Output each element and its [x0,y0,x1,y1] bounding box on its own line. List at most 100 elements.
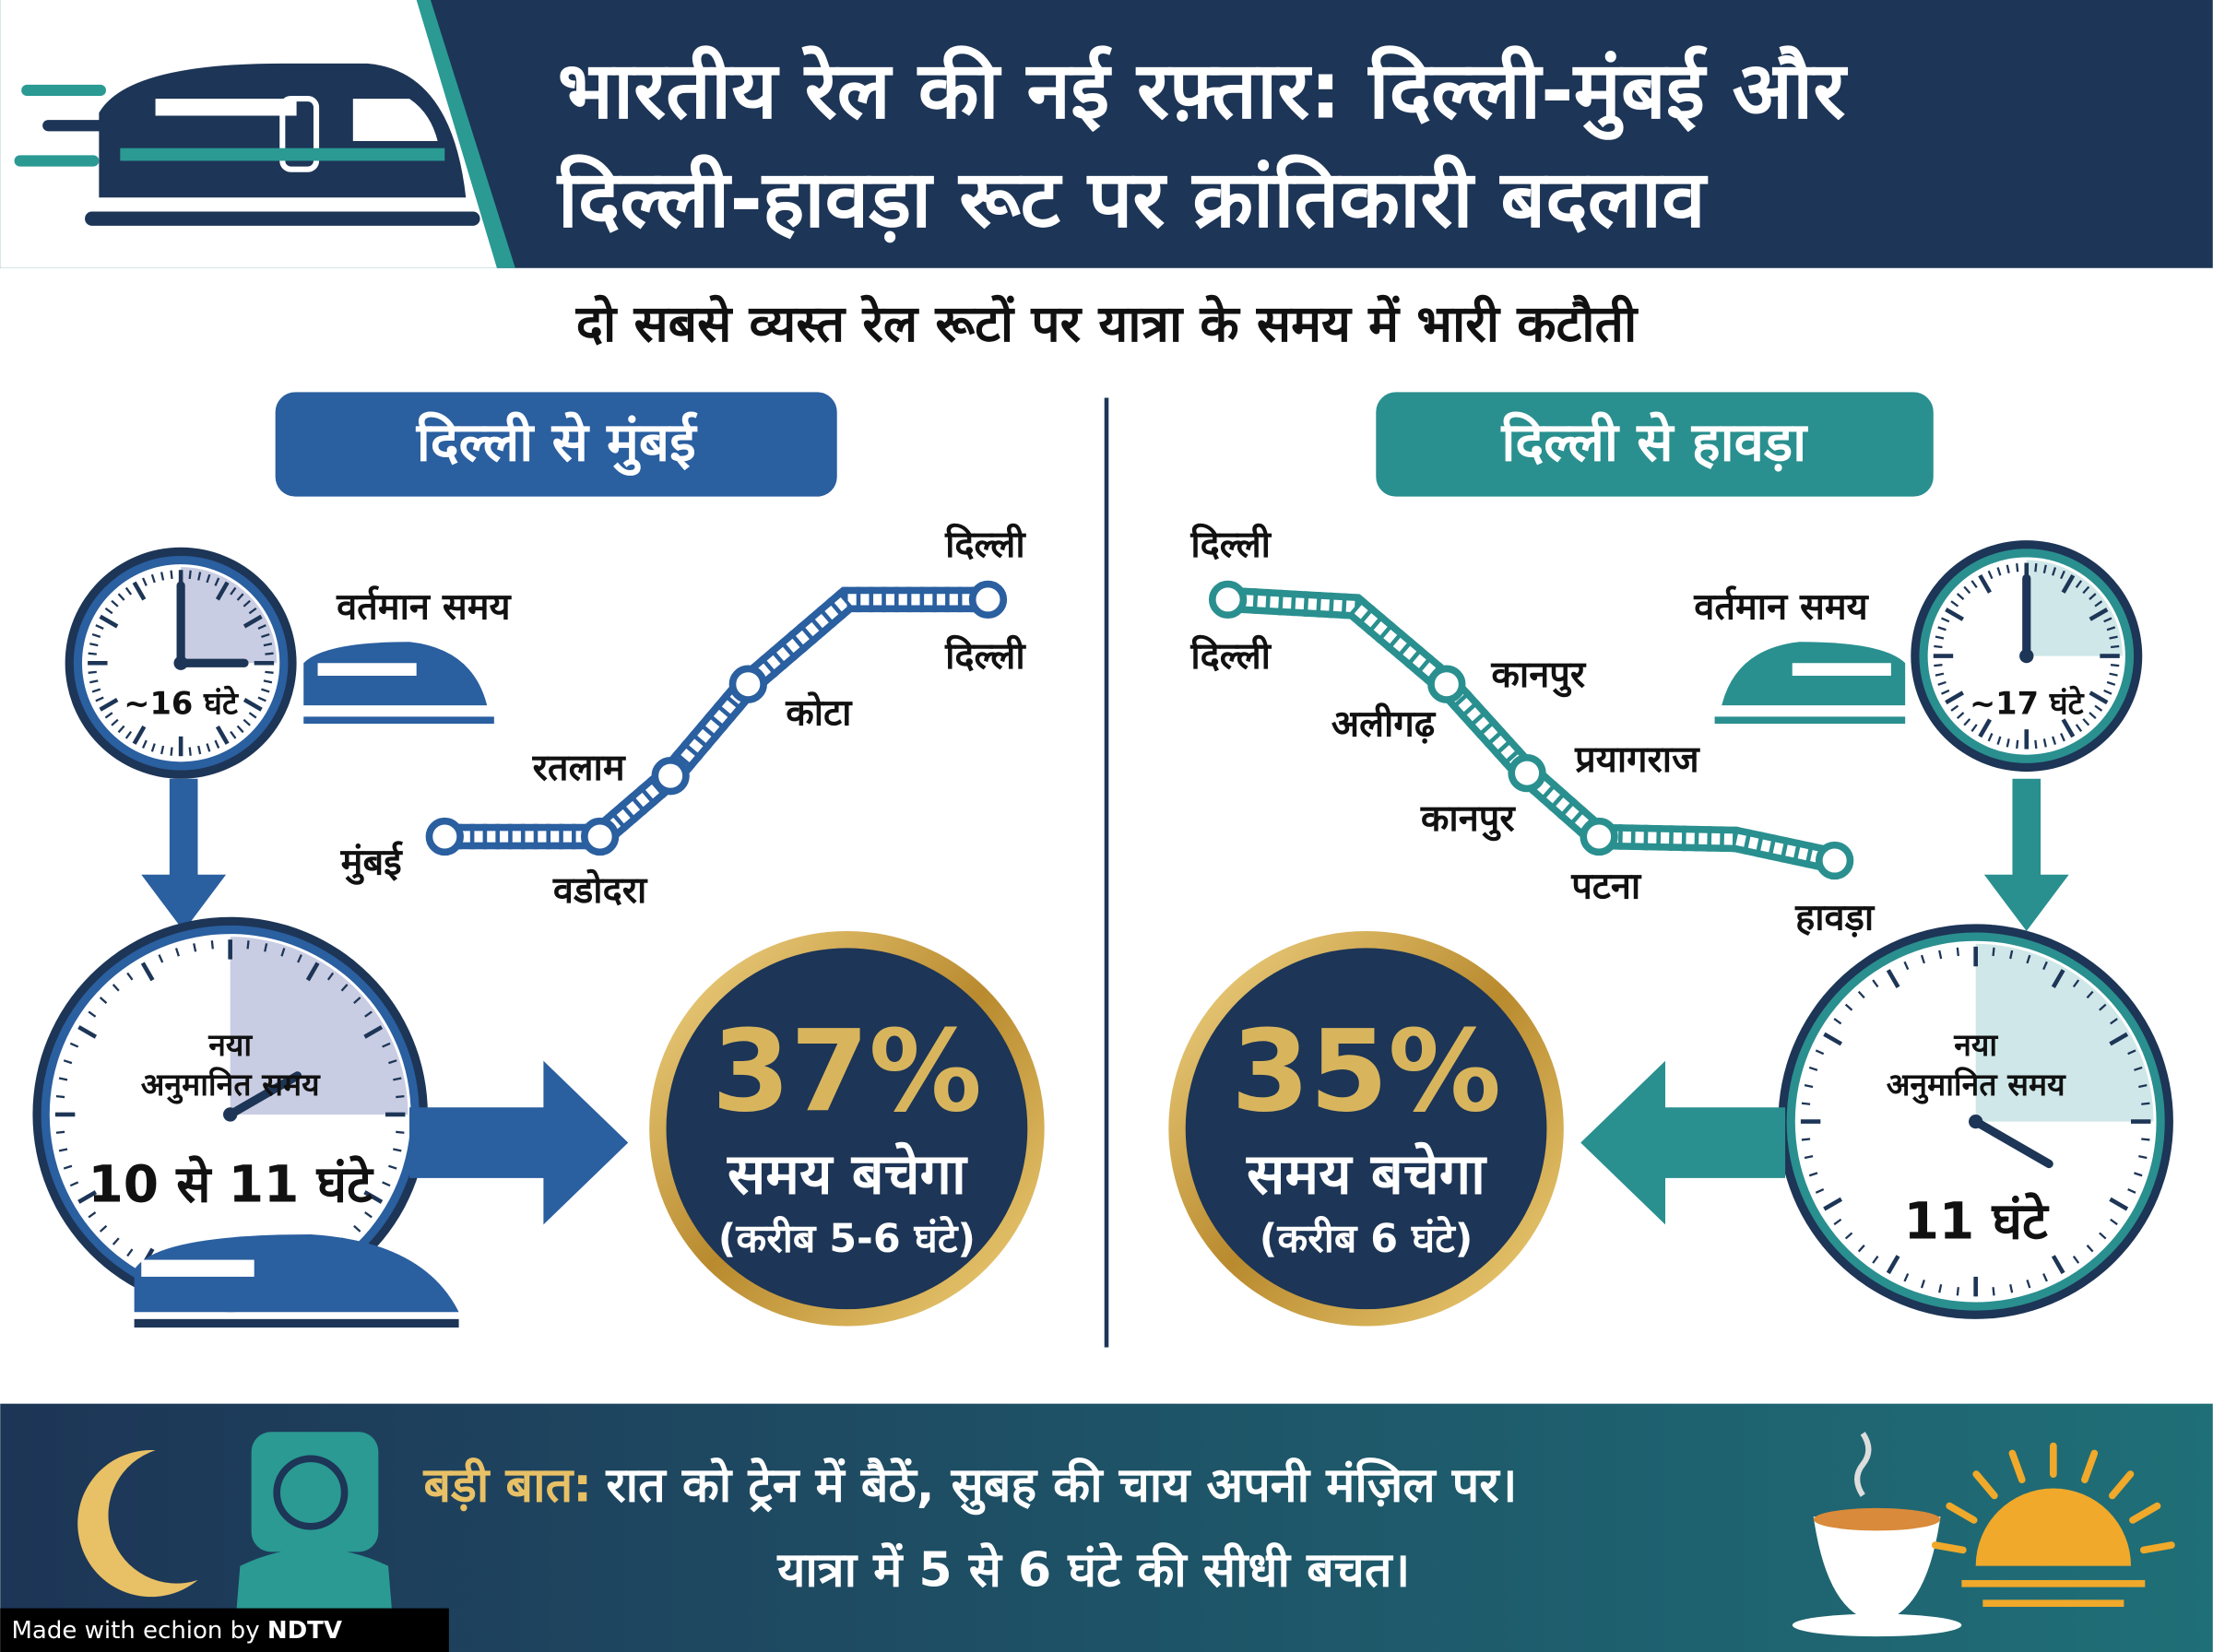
clock-shade [230,937,408,1115]
clock-tick [1857,1245,1865,1253]
clock-tick [215,581,230,601]
clock-tick [91,688,101,693]
clock-tick [382,1181,391,1187]
clock-tick [193,943,197,952]
clock-tick [188,747,192,756]
clock-tick [236,593,244,601]
clock-tick [111,599,119,608]
clock-tick [1903,1273,1910,1282]
clock-tick [396,1094,405,1099]
track-ties [444,586,988,850]
clock-tick [2075,580,2083,588]
clock-tick [1920,954,1925,964]
current-time: ~17 घंटे [1970,686,2085,722]
train-small [1714,642,1906,725]
arrow-left [1580,1060,1786,1225]
clock-tick [382,1042,391,1048]
clock-tick [1935,635,1945,640]
clock-tick [2094,600,2103,608]
saving-text: समय बचेगा [1246,1141,1487,1207]
clock-tick [1970,724,1978,732]
clock-tick [305,962,320,982]
sun-icon [1931,1442,2175,1608]
clock-tick [158,954,164,963]
saving-circle [666,948,1028,1310]
clock-tick [1938,950,1943,960]
station-dot [1427,665,1466,703]
clock-hand [1971,1117,2053,1169]
clock-tick [265,670,274,674]
station: हावड़ा [1794,896,1876,938]
clock-tick [140,962,155,982]
clock-tick [58,1077,68,1081]
clock-tick [248,712,257,719]
sun-ray [1972,1470,1998,1500]
sun-ray [2008,1449,2026,1484]
station: कानपुर [1420,797,1516,842]
clock-tick [257,624,266,630]
clock-tick [150,743,156,752]
clock-tick [1823,1032,1843,1046]
clock-tick [2060,733,2065,742]
clock-tick [388,1164,397,1170]
clock-tick [2026,954,2031,964]
station: कानपुर [1490,654,1586,698]
clock-tick [2051,1255,2065,1275]
clock-tick [117,593,125,601]
clock-tick [388,1059,397,1065]
clock-tick [353,1224,361,1233]
clock-tick [2061,573,2076,594]
clock-tick [2042,564,2047,574]
clock-tick [2034,563,2038,572]
clock-tick [297,954,302,963]
clock-tick [58,1148,68,1152]
watermark-bg [0,1608,449,1652]
clock-tick [104,712,113,719]
station-dot [1580,817,1618,856]
clock-tick [126,972,134,981]
clock-tick [2109,1032,2129,1046]
clock-tick [95,624,104,630]
current-time: ~16 घंटे [124,686,239,722]
clock-tick [1941,689,1950,695]
clock-tick [77,1025,98,1039]
clock-tick [1945,608,1964,621]
clock-tick [2134,1172,2143,1177]
big-clock [32,916,428,1313]
clock-tick [88,1211,97,1219]
clock-tick [112,984,120,992]
station: मुंबई [340,841,404,886]
clock-tick [2099,1003,2107,1011]
clock-tick [1987,733,1994,742]
clock-tick [2110,1218,2118,1226]
route-pill [1376,392,1934,497]
clock-tick [55,1094,65,1099]
sun-ray [1946,1502,1978,1524]
clock-tick [280,948,286,957]
clock-tick [63,1164,73,1170]
clock-tick [2089,593,2097,601]
clock-tick [132,581,147,601]
station-dot [580,817,620,856]
clock-tick [1833,1018,1842,1025]
title-line: दिल्ली-हावड़ा रूट पर क्रांतिकारी बदलाव [556,153,1709,245]
new-time: 11 घंटे [1904,1191,2050,1250]
route-track [1208,580,1854,880]
sun-ray [2081,1449,2099,1484]
clock-tick [77,1190,98,1204]
subtitle: दो सबसे व्यस्त रेल रूटों पर यात्रा के सम… [575,294,1639,353]
clock-tick [2042,961,2048,971]
saving-detail: (करीब 5-6 घंटे) [718,1215,976,1262]
clock-tick [263,643,273,647]
clock-tick [393,1077,402,1081]
station-dot [1508,753,1546,793]
clock-tick [2138,1155,2148,1160]
station-dot [1208,580,1248,620]
clock-tick [69,1042,79,1048]
clock-tick [1938,1283,1943,1293]
clock-tick [1857,990,1865,999]
clock-tick [261,632,270,638]
arrow-down [1983,778,2069,932]
clock-tick [2110,1018,2118,1025]
